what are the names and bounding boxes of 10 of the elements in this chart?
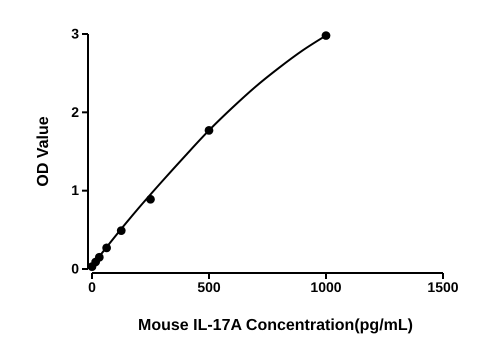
y-tick-label: 0: [71, 260, 80, 276]
x-tick-label: 1500: [427, 278, 459, 295]
y-tick-label: 3: [71, 25, 80, 42]
y-axis-title: OD Value: [35, 116, 52, 187]
y-tick-label: 2: [71, 104, 80, 120]
x-tick-label: 500: [197, 278, 221, 295]
x-axis-title: Mouse IL-17A Concentration(pg/mL): [138, 317, 413, 334]
y-tick-label: 1: [71, 182, 80, 198]
x-tick-label: 0: [88, 278, 96, 295]
x-tick-label: 1000: [310, 278, 342, 295]
